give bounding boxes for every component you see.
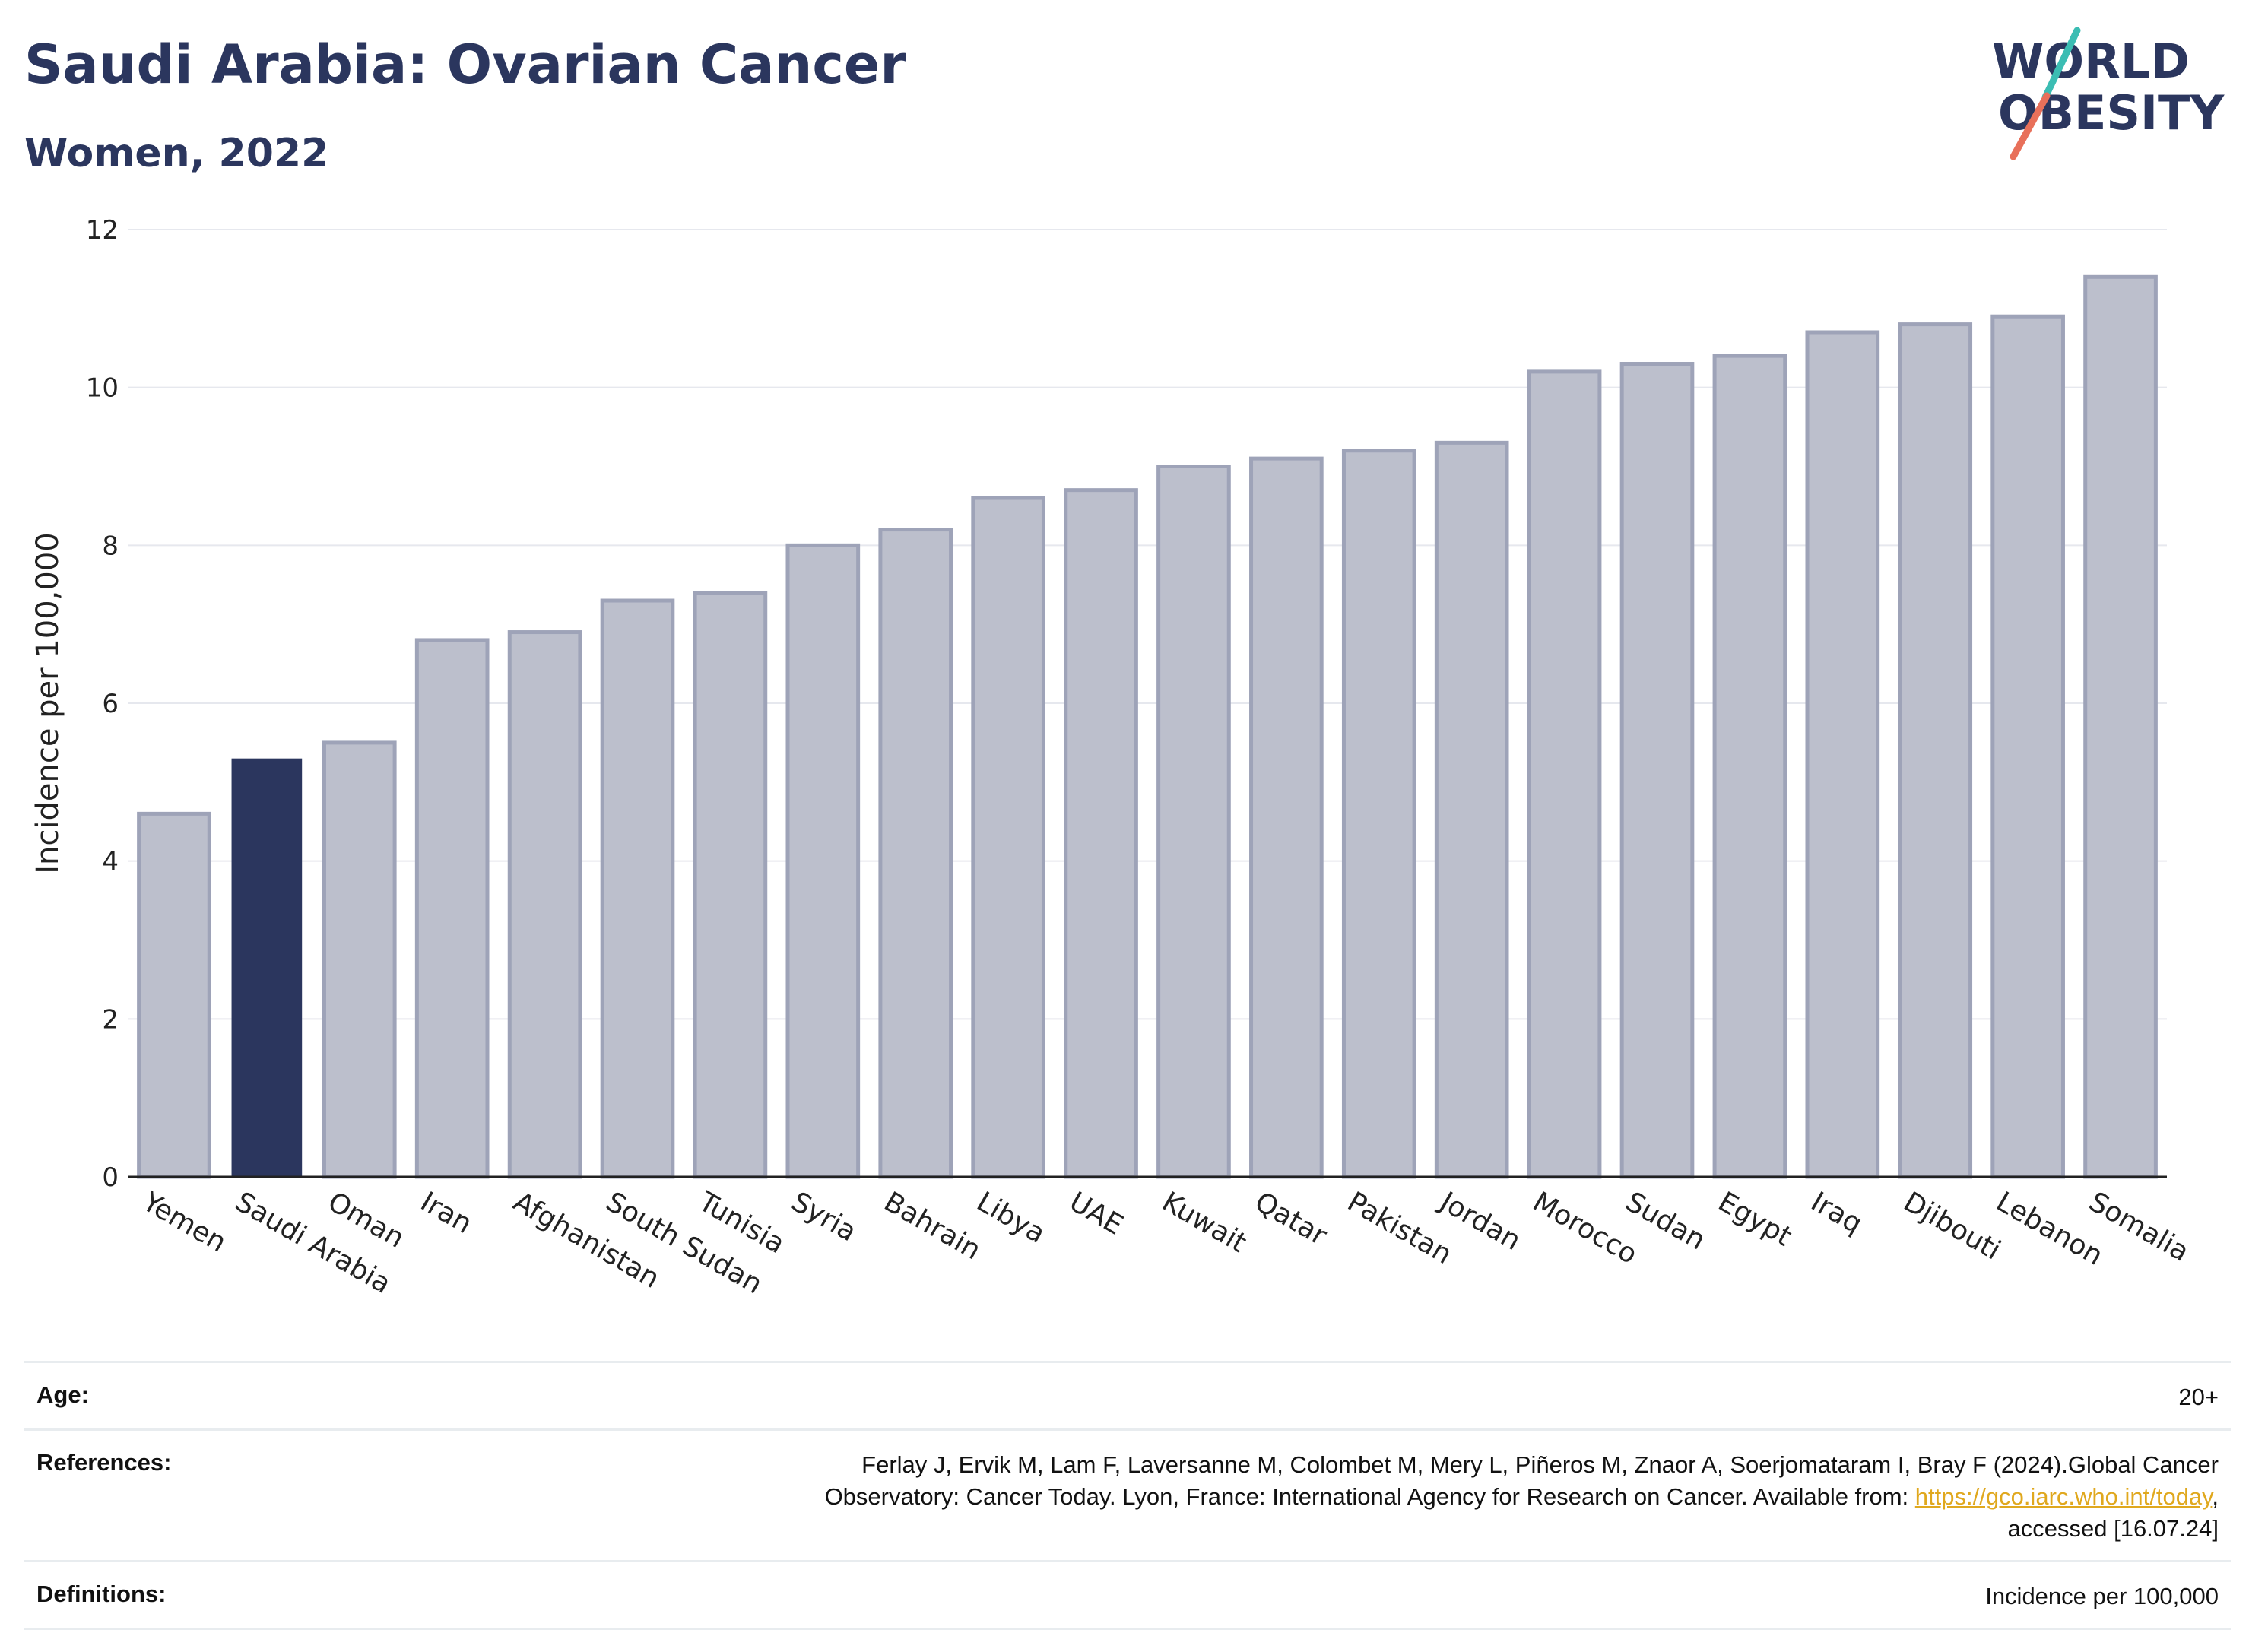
bar-lebanon	[1990, 314, 2065, 1179]
references-label: References:	[36, 1449, 172, 1476]
x-tick-label: Morocco	[1527, 1186, 1642, 1270]
y-tick-label: 10	[86, 373, 119, 404]
x-tick-label: Qatar	[1249, 1186, 1331, 1251]
definitions-value: Incidence per 100,000	[1985, 1583, 2219, 1609]
x-tick-label: Saudi Arabia	[230, 1186, 395, 1300]
bar-saudi-arabia	[231, 758, 303, 1177]
x-tick-label: Yemen	[137, 1186, 232, 1259]
bar-bahrain	[878, 528, 953, 1179]
x-tick-label: Djibouti	[1898, 1186, 2006, 1266]
chart-subtitle: Women, 2022	[24, 131, 329, 176]
references-value: Ferlay J, Ervik M, Lam F, Laversanne M, …	[825, 1449, 2219, 1545]
bar-jordan	[1434, 440, 1509, 1179]
footer-row-definitions: Definitions: Incidence per 100,000	[24, 1560, 2231, 1630]
x-tick-label: Syria	[786, 1186, 861, 1248]
y-tick-label: 12	[86, 215, 119, 246]
bar-libya	[971, 496, 1045, 1179]
logo-text-world: WORLD	[1992, 33, 2190, 89]
x-tick-label: Iraq	[1806, 1186, 1867, 1240]
bar-pakistan	[1341, 449, 1416, 1179]
bar-yemen	[137, 811, 211, 1179]
x-tick-label: Iran	[415, 1186, 477, 1240]
y-tick-label: 8	[102, 531, 119, 561]
x-tick-label: Bahrain	[879, 1186, 986, 1266]
y-axis-label: Incidence per 100,000	[30, 532, 65, 874]
age-label: Age:	[36, 1381, 89, 1408]
bar-egypt	[1712, 354, 1787, 1179]
bars	[137, 274, 2158, 1179]
bar-djibouti	[1898, 322, 1973, 1179]
bar-sudan	[1619, 362, 1695, 1179]
logo-slash-top	[2041, 27, 2081, 101]
x-tick-label: Pakistan	[1342, 1186, 1457, 1270]
chart-title: Saudi Arabia: Ovarian Cancer	[24, 33, 906, 96]
references-line2-end: ,	[2212, 1483, 2219, 1510]
bar-kuwait	[1156, 465, 1231, 1179]
x-tick-label: Egypt	[1713, 1186, 1797, 1252]
y-tick-labels: 0 2 4 6 8 10 12	[86, 215, 119, 1193]
x-tick-label: South Sudan	[601, 1186, 767, 1300]
y-tick-label: 0	[102, 1162, 119, 1193]
references-line2: Observatory: Cancer Today. Lyon, France:…	[824, 1483, 1915, 1510]
bar-iran	[414, 638, 490, 1179]
bar-qatar	[1249, 456, 1324, 1179]
y-tick-label: 6	[102, 689, 119, 719]
footer-row-references: References: Ferlay J, Ervik M, Lam F, La…	[24, 1428, 2231, 1560]
footer-row-age: Age: 20+	[24, 1361, 2231, 1428]
references-link[interactable]: https://gco.iarc.who.int/today	[1914, 1483, 2213, 1510]
bar-uae	[1064, 488, 1138, 1179]
bar-morocco	[1527, 369, 1602, 1179]
references-line1: Ferlay J, Ervik M, Lam F, Laversanne M, …	[861, 1451, 2219, 1478]
bar-afghanistan	[507, 630, 582, 1179]
x-tick-label: Kuwait	[1156, 1186, 1251, 1259]
age-value: 20+	[2178, 1384, 2219, 1410]
bar-iraq	[1805, 330, 1880, 1179]
bar-oman	[322, 740, 397, 1179]
definitions-label: Definitions:	[36, 1581, 167, 1607]
bar-south-sudan	[600, 598, 675, 1179]
x-tick-label: UAE	[1064, 1186, 1128, 1241]
y-tick-label: 2	[102, 1004, 119, 1035]
bar-somalia	[2083, 274, 2158, 1179]
bar-syria	[785, 543, 861, 1179]
bar-tunisia	[693, 591, 768, 1179]
x-tick-label: Lebanon	[1991, 1186, 2108, 1272]
logo-slash-bottom	[2010, 92, 2051, 160]
references-line3: accessed [16.07.24]	[2007, 1515, 2219, 1542]
y-tick-label: 4	[102, 847, 119, 877]
footer-table: Age: 20+ References: Ferlay J, Ervik M, …	[24, 1361, 2231, 1630]
world-obesity-logo: WORLD OBESITY	[1992, 27, 2225, 160]
